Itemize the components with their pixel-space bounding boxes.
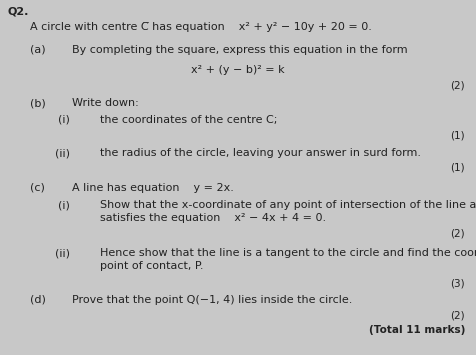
Text: (2): (2) [449,228,464,238]
Text: Write down:: Write down: [72,98,139,108]
Text: (i): (i) [58,115,69,125]
Text: satisfies the equation    x² − 4x + 4 = 0.: satisfies the equation x² − 4x + 4 = 0. [100,213,326,223]
Text: Show that the x-coordinate of any point of intersection of the line and the circ: Show that the x-coordinate of any point … [100,200,476,210]
Text: (ii): (ii) [55,248,70,258]
Text: (b): (b) [30,98,46,108]
Text: (2): (2) [449,310,464,320]
Text: (d): (d) [30,295,46,305]
Text: the radius of the circle, leaving your answer in surd form.: the radius of the circle, leaving your a… [100,148,420,158]
Text: (Total 11 marks): (Total 11 marks) [368,325,464,335]
Text: (3): (3) [449,278,464,288]
Text: Prove that the point Q(−1, 4) lies inside the circle.: Prove that the point Q(−1, 4) lies insid… [72,295,352,305]
Text: x² + (y − b)² = k: x² + (y − b)² = k [191,65,284,75]
Text: the coordinates of the centre C;: the coordinates of the centre C; [100,115,277,125]
Text: (1): (1) [449,130,464,140]
Text: (c): (c) [30,183,45,193]
Text: (i): (i) [58,200,69,210]
Text: A line has equation    y = 2x.: A line has equation y = 2x. [72,183,233,193]
Text: point of contact, P.: point of contact, P. [100,261,203,271]
Text: (2): (2) [449,80,464,90]
Text: (a): (a) [30,45,46,55]
Text: (ii): (ii) [55,148,70,158]
Text: By completing the square, express this equation in the form: By completing the square, express this e… [72,45,407,55]
Text: (1): (1) [449,163,464,173]
Text: Q2.: Q2. [8,7,30,17]
Text: Hence show that the line is a tangent to the circle and find the coordinates of : Hence show that the line is a tangent to… [100,248,476,258]
Text: A circle with centre C̅ has equation    x² + y² − 10y + 20 = 0.: A circle with centre C̅ has equation x² … [30,22,371,32]
